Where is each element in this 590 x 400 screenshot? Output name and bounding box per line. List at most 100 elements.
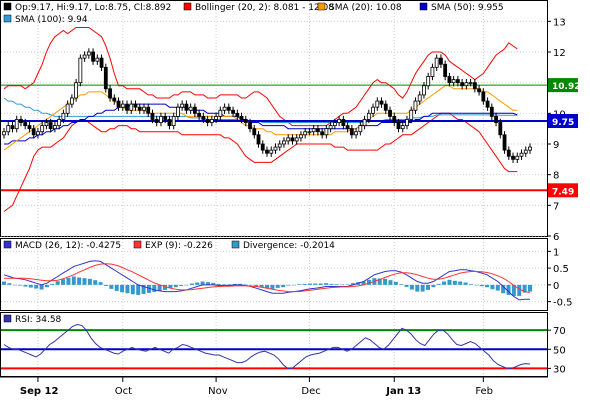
divergence-bar — [211, 282, 216, 285]
candle-body — [65, 103, 70, 114]
divergence-bar — [307, 283, 312, 285]
x-tick-label: Jan 13 — [385, 386, 421, 397]
candle-body — [426, 76, 431, 87]
macd-y-axis: 1 0.5 0 -0.5 — [547, 247, 573, 309]
candle-body — [481, 91, 486, 102]
divergence-bar — [23, 284, 28, 287]
candle-body — [142, 106, 146, 111]
divergence-bar — [179, 284, 184, 286]
candle-body — [328, 125, 333, 130]
x-axis: Sep 12 Oct Nov Dec Jan 13 Feb — [0, 376, 548, 397]
candle-body — [523, 149, 528, 154]
candle-body — [53, 125, 57, 130]
candle-body — [171, 116, 176, 127]
divergence-bar — [232, 283, 237, 285]
level-badge-label: 7.49 — [552, 187, 574, 197]
candle-body — [180, 103, 185, 108]
candle-body — [371, 106, 375, 114]
legend-label: SMA (100): 9.94 — [15, 15, 88, 25]
legend-label: Op:9.17, Hi:9.17, Lo:8.75, Cl:8.892 — [15, 3, 171, 13]
moving-averages — [3, 85, 518, 151]
candle-body — [74, 82, 79, 99]
divergence-bar — [163, 284, 168, 290]
divergence-bar — [383, 278, 388, 285]
legend-swatch — [3, 240, 12, 249]
candle-body — [413, 100, 418, 111]
divergence-bar — [82, 278, 87, 285]
candle-body — [332, 122, 337, 126]
divergence-bar — [248, 284, 253, 286]
candle-body — [167, 119, 172, 127]
candle-body — [214, 116, 218, 120]
divergence-bar — [468, 284, 473, 285]
divergence-bar — [238, 283, 243, 285]
candle-body — [443, 63, 448, 77]
divergence-bar — [44, 284, 49, 288]
candle-body — [451, 79, 456, 84]
candle-body — [468, 82, 473, 85]
x-tick-label: Dec — [301, 386, 320, 397]
legend-swatch — [183, 2, 192, 11]
divergence-bar — [463, 282, 468, 285]
candle-body — [222, 106, 227, 111]
divergence-bar — [377, 278, 382, 285]
candle-body — [447, 76, 452, 84]
candle-body — [405, 119, 409, 127]
level-badge-label: 10.92 — [552, 82, 580, 92]
candle-body — [99, 57, 104, 68]
rsi-line-path — [3, 323, 531, 369]
candle-body — [277, 143, 282, 148]
candle-body — [95, 57, 100, 62]
candle-body — [294, 137, 299, 142]
candle-body — [154, 119, 159, 123]
candle-body — [366, 112, 371, 120]
divergence-bar — [270, 284, 275, 289]
divergence-bar — [350, 283, 355, 285]
legend-swatch — [3, 14, 12, 23]
price-tick-label: 13 — [553, 17, 566, 28]
divergence-bar — [146, 284, 151, 293]
candle-body — [48, 122, 53, 130]
candle-body — [209, 119, 214, 123]
macd-divergence-bars — [2, 276, 532, 296]
divergence-bar — [195, 282, 200, 285]
divergence-bar — [136, 284, 141, 295]
candle-body — [519, 152, 524, 157]
divergence-bar — [34, 284, 39, 289]
candle-body — [231, 109, 235, 114]
divergence-bar — [474, 284, 479, 286]
candle-body — [78, 57, 83, 84]
divergence-bar — [485, 284, 490, 288]
candle-body — [120, 103, 125, 108]
candle-body — [354, 131, 358, 136]
divergence-bar — [495, 284, 500, 291]
candle-body — [400, 125, 405, 130]
divergence-bar — [447, 279, 452, 285]
sma20-line — [3, 85, 518, 151]
candle-body — [129, 103, 134, 111]
candle-body — [103, 66, 108, 90]
divergence-bar — [313, 283, 318, 285]
price-panel: 131211109876 10.929.757.49 Op:9.17, Hi:9… — [0, 0, 580, 243]
price-tick-label: 12 — [553, 48, 566, 59]
divergence-bar — [77, 277, 82, 285]
price-tick-label: 9 — [553, 140, 559, 151]
candle-body — [260, 143, 265, 151]
divergence-bar — [114, 284, 119, 291]
divergence-bar — [87, 278, 92, 285]
divergence-bar — [511, 284, 516, 296]
candle-body — [159, 116, 163, 123]
divergence-bar — [334, 284, 339, 285]
divergence-bar — [120, 284, 125, 293]
divergence-bar — [436, 283, 441, 285]
candle-body — [14, 119, 19, 130]
candle-body — [82, 54, 87, 59]
rsi-tick-label: 50 — [553, 345, 566, 356]
divergence-bar — [109, 284, 114, 289]
candle-body — [116, 100, 121, 108]
candle-body — [69, 97, 74, 105]
candle-body — [455, 79, 460, 84]
candle-body — [192, 106, 197, 114]
candle-body — [44, 122, 49, 126]
divergence-bar — [528, 284, 532, 292]
